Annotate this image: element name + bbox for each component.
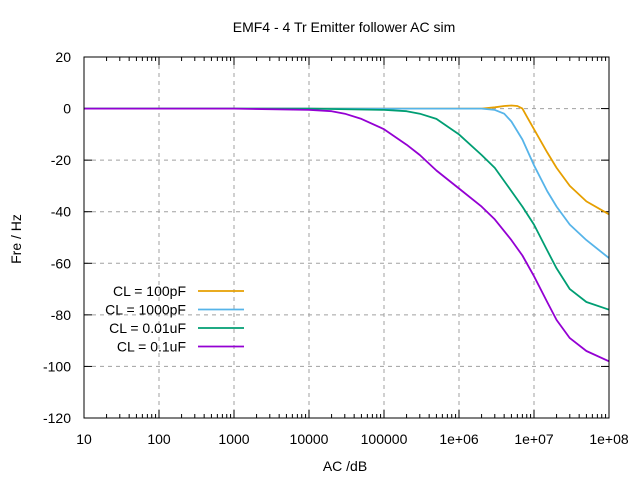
x-tick-label: 1000: [218, 431, 249, 447]
x-tick-label: 100: [147, 431, 171, 447]
y-tick-label: -80: [51, 307, 71, 323]
y-tick-label: -120: [43, 410, 71, 426]
legend-label: CL = 0.01uF: [109, 320, 186, 336]
x-tick-label: 1e+06: [439, 431, 479, 447]
axis-ticks: 20 0 -20 -40 -60 -80 -100 -120 10 100 1000 10000 100…: [43, 49, 629, 447]
x-tick-label: 1e+07: [514, 431, 554, 447]
y-tick-label: -40: [51, 204, 71, 220]
series-line-0: [84, 104, 610, 216]
y-tick-label: -60: [51, 255, 71, 271]
grid: [84, 57, 609, 418]
y-axis-label: Fre / Hz: [8, 214, 24, 264]
legend-label: CL = 0.1uF: [117, 339, 186, 355]
x-tick-label: 10000: [290, 431, 329, 447]
series-line-2: [84, 107, 610, 311]
x-tick-label: 10: [76, 431, 92, 447]
series-line-3: [84, 107, 610, 363]
x-axis-label: AC /dB: [323, 458, 367, 474]
chart-title: EMF4 - 4 Tr Emitter follower AC sim: [233, 19, 455, 35]
series-line-1: [84, 107, 610, 259]
legend-label: CL = 1000pF: [105, 302, 186, 318]
series-lines: [84, 104, 610, 363]
y-tick-label: -100: [43, 358, 71, 374]
y-tick-label: 0: [63, 101, 71, 117]
x-tick-label: 1e+08: [589, 431, 629, 447]
y-tick-label: -20: [51, 152, 71, 168]
y-tick-label: 20: [55, 49, 71, 65]
legend: CL = 100pF CL = 1000pF CL = 0.01uF CL = 0.1…: [105, 283, 244, 355]
legend-label: CL = 100pF: [113, 283, 186, 299]
x-tick-label: 100000: [361, 431, 408, 447]
plot-frame: [83, 56, 610, 419]
